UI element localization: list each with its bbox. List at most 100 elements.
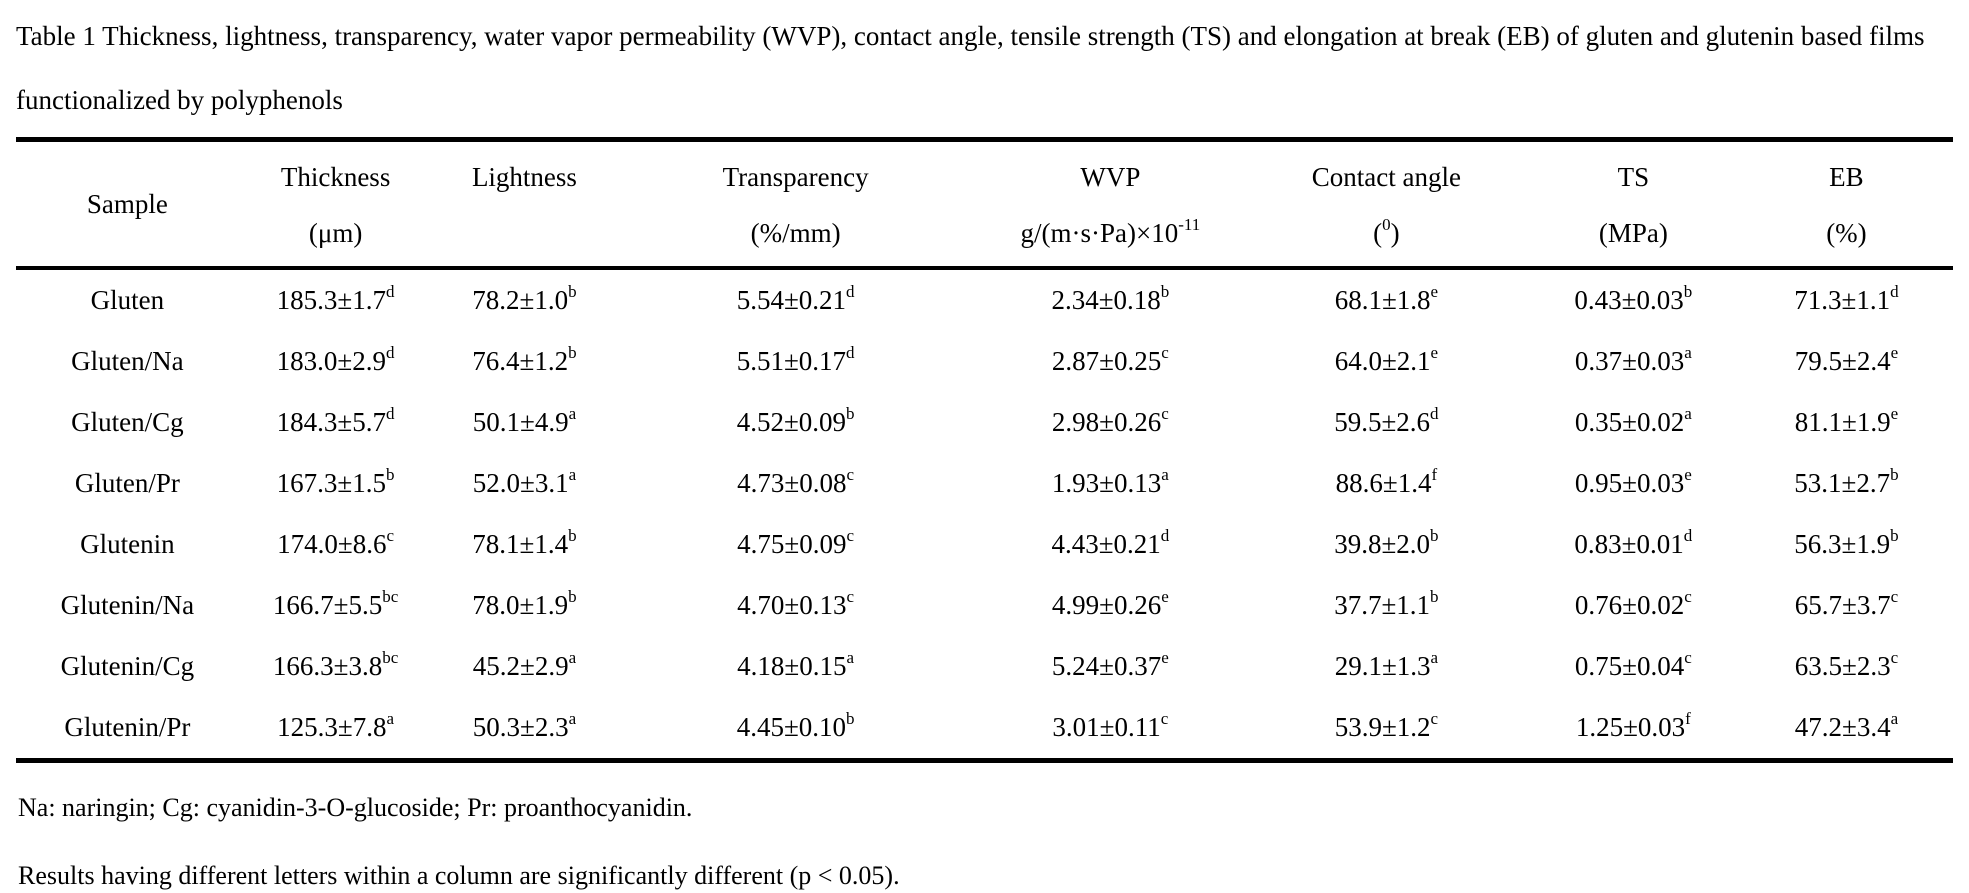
column-unit: g/(m·s·Pa)×10-11: [1020, 214, 1201, 248]
sample-name: Glutenin/Na: [60, 589, 195, 620]
significance-letter: c: [1684, 647, 1692, 667]
significance-letter: a: [1161, 464, 1169, 484]
cell-transparency: 4.18±0.15a: [737, 647, 855, 681]
significance-letter: b: [568, 342, 577, 362]
sample-name: Glutenin/Cg: [60, 650, 195, 681]
cell-wvp: 2.98±0.26c: [1051, 403, 1169, 437]
column-header-lightness: Lightness: [432, 139, 616, 268]
significance-letter: b: [1430, 525, 1439, 545]
sample-name: Gluten/Cg: [71, 406, 184, 437]
cell-transparency: 4.45±0.10b: [736, 708, 855, 742]
cell-contact-angle: 53.9±1.2c: [1334, 708, 1439, 742]
cell-thickness: 183.0±2.9d: [276, 342, 395, 376]
column-header-transparency: Transparency (%/mm): [616, 139, 974, 268]
significance-letter: c: [1430, 708, 1439, 728]
significance-letter: a: [846, 647, 855, 667]
cell-eb: 63.5±2.3c: [1794, 647, 1899, 681]
column-label: EB: [1829, 161, 1864, 192]
significance-letter: a: [1890, 708, 1899, 728]
significance-letter: c: [1890, 586, 1899, 606]
column-label: WVP: [1080, 161, 1141, 192]
cell-wvp: 5.24±0.37e: [1051, 647, 1169, 681]
table-row: Gluten/Cg 184.3±5.7d 50.1±4.9a 4.52±0.09b 2.…: [16, 392, 1953, 453]
significance-letter: a: [568, 708, 577, 728]
significance-letter: c: [846, 464, 855, 484]
significance-letter: d: [846, 281, 855, 301]
cell-thickness: 184.3±5.7d: [276, 403, 395, 437]
significance-letter: b: [568, 281, 577, 301]
cell-ts: 0.83±0.01d: [1574, 525, 1693, 559]
cell-thickness: 125.3±7.8a: [277, 708, 395, 742]
cell-wvp: 1.93±0.13a: [1051, 464, 1169, 498]
significance-letter: a: [568, 464, 577, 484]
significance-letter: c: [386, 525, 395, 545]
column-header-thickness: Thickness (μm): [239, 139, 433, 268]
significance-letter: b: [1683, 281, 1693, 301]
significance-letter: e: [1161, 586, 1169, 606]
significance-letter: b: [568, 525, 577, 545]
cell-transparency: 4.73±0.08c: [737, 464, 855, 498]
significance-letter: a: [1684, 403, 1692, 423]
significance-letter: d: [846, 342, 855, 362]
footnote-significance: Results having different letters within …: [18, 860, 900, 890]
column-label: Lightness: [471, 161, 577, 192]
significance-letter: d: [1160, 525, 1170, 545]
column-label: Sample: [86, 188, 168, 219]
table-row: Gluten/Na 183.0±2.9d 76.4±1.2b 5.51±0.17d 2.…: [16, 331, 1953, 392]
significance-letter: c: [1890, 647, 1899, 667]
column-header-contact-angle: Contact angle (0): [1246, 139, 1527, 268]
column-label: Contact angle: [1311, 161, 1461, 192]
significance-letter: a: [1430, 647, 1439, 667]
significance-letter: c: [1684, 586, 1692, 606]
cell-thickness: 166.3±3.8bc: [272, 647, 399, 681]
significance-letter: c: [1161, 342, 1169, 362]
cell-lightness: 78.1±1.4b: [472, 525, 577, 559]
cell-thickness: 167.3±1.5b: [276, 464, 395, 498]
table-row: Glutenin/Pr 125.3±7.8a 50.3±2.3a 4.45±0.10b…: [16, 697, 1953, 761]
significance-letter: e: [1161, 647, 1169, 667]
data-table: Sample Thickness (μm) Lightness Transparency…: [16, 136, 1953, 763]
cell-thickness: 174.0±8.6c: [277, 525, 395, 559]
significance-letter: b: [568, 586, 577, 606]
cell-thickness: 185.3±1.7d: [276, 281, 395, 315]
column-label: Thickness: [280, 161, 391, 192]
column-header-wvp: WVP g/(m·s·Pa)×10-11: [975, 139, 1246, 268]
column-label: TS: [1617, 161, 1650, 192]
cell-lightness: 50.3±2.3a: [472, 708, 577, 742]
significance-letter: b: [1890, 525, 1899, 545]
cell-contact-angle: 29.1±1.3a: [1334, 647, 1439, 681]
significance-letter: b: [1430, 586, 1439, 606]
cell-transparency: 5.54±0.21d: [736, 281, 855, 315]
significance-letter: bc: [382, 586, 399, 606]
significance-letter: b: [1890, 464, 1899, 484]
cell-transparency: 4.70±0.13c: [737, 586, 855, 620]
sample-name: Glutenin: [80, 528, 175, 559]
sample-name: Gluten/Na: [71, 345, 184, 376]
table-row: Glutenin/Cg 166.3±3.8bc 45.2±2.9a 4.18±0.15…: [16, 636, 1953, 697]
significance-letter: d: [1430, 403, 1439, 423]
cell-contact-angle: 68.1±1.8e: [1334, 281, 1439, 315]
cell-wvp: 3.01±0.11c: [1052, 708, 1169, 742]
cell-contact-angle: 64.0±2.1e: [1334, 342, 1439, 376]
cell-eb: 56.3±1.9b: [1794, 525, 1899, 559]
cell-eb: 81.1±1.9e: [1794, 403, 1899, 437]
cell-lightness: 78.2±1.0b: [472, 281, 577, 315]
cell-ts: 1.25±0.03f: [1575, 708, 1691, 742]
significance-letter: e: [1430, 281, 1439, 301]
column-header-ts: TS (MPa): [1527, 139, 1740, 268]
column-unit: (0): [1373, 214, 1400, 248]
significance-letter: e: [1430, 342, 1439, 362]
significance-letter: d: [386, 342, 395, 362]
sample-name: Glutenin/Pr: [64, 711, 191, 742]
cell-lightness: 52.0±3.1a: [472, 464, 577, 498]
significance-letter: c: [846, 525, 855, 545]
table-caption: Table 1 Thickness, lightness, transparen…: [16, 21, 1925, 116]
table-body: Gluten 185.3±1.7d 78.2±1.0b 5.54±0.21d 2.34±…: [16, 268, 1953, 761]
cell-ts: 0.43±0.03b: [1574, 281, 1693, 315]
table-row: Gluten 185.3±1.7d 78.2±1.0b 5.54±0.21d 2.34±…: [16, 268, 1953, 331]
cell-transparency: 5.51±0.17d: [736, 342, 855, 376]
cell-contact-angle: 39.8±2.0b: [1334, 525, 1439, 559]
significance-letter: a: [568, 647, 577, 667]
significance-letter: c: [1160, 708, 1169, 728]
significance-letter: e: [1890, 403, 1899, 423]
